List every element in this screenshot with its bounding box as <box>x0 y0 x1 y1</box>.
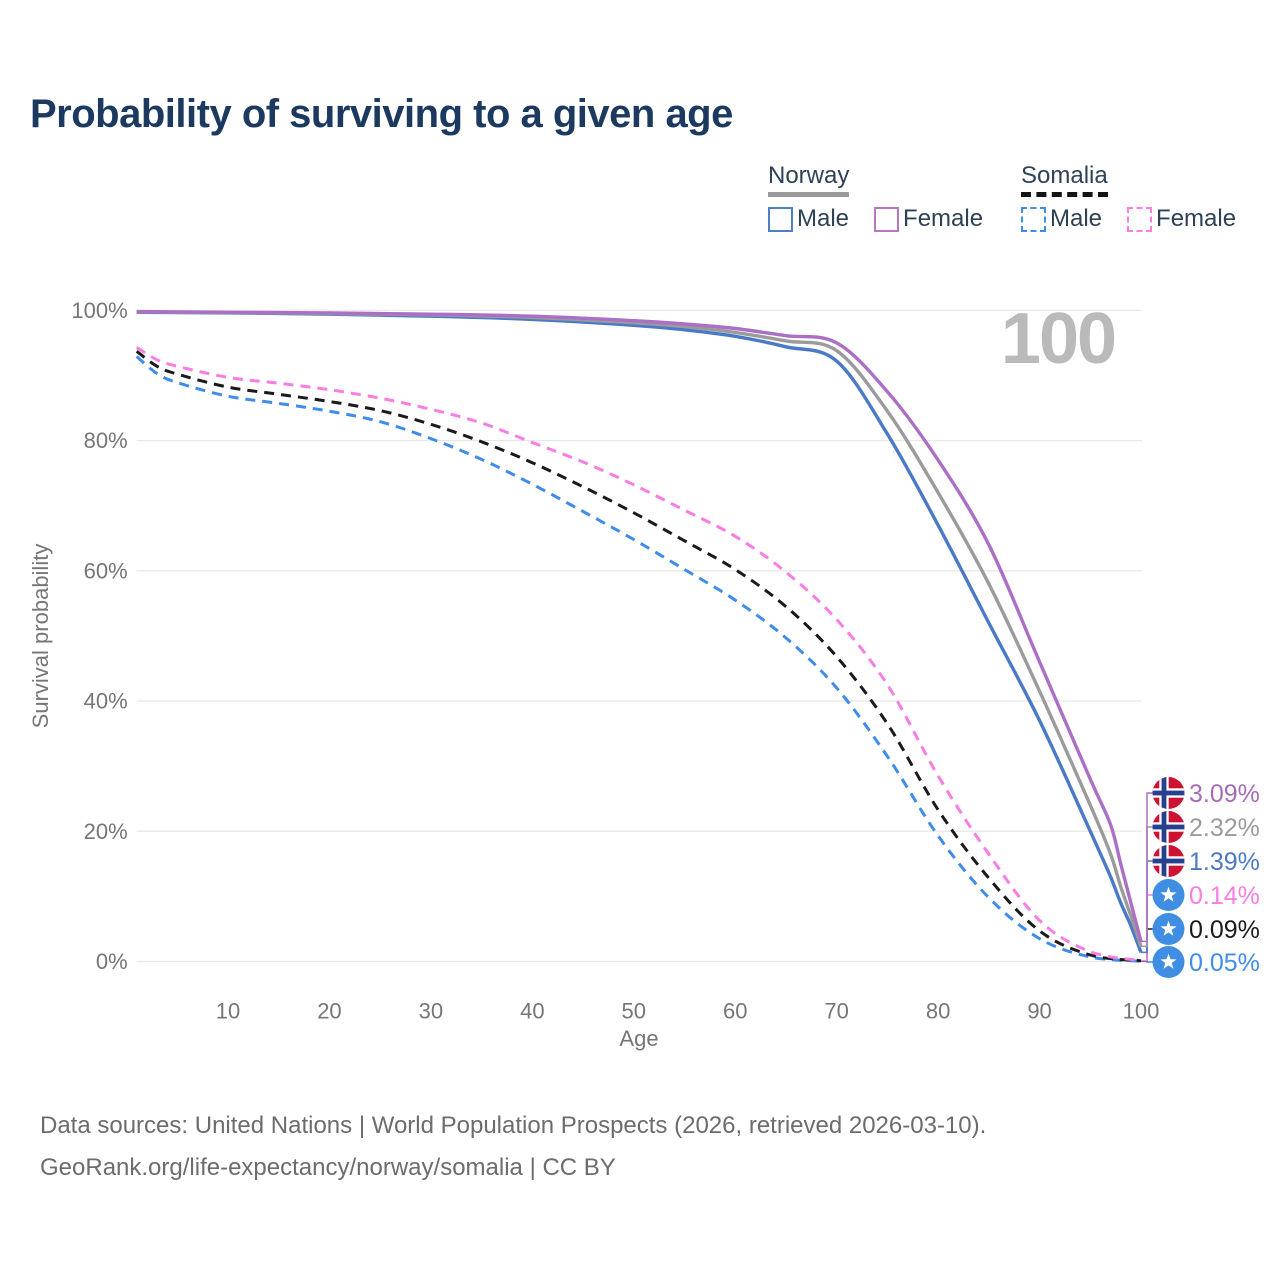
end-value-label-somalia-all: 0.09% <box>1189 916 1260 944</box>
legend-items-norway: Male Female <box>768 205 1008 233</box>
x-tick-label: 80 <box>926 999 950 1024</box>
legend-items-somalia: Male Female <box>1021 205 1261 233</box>
end-value-label-somalia-female: 0.14% <box>1189 882 1260 910</box>
curve-norway-female <box>136 309 1143 942</box>
y-tick-label: 40% <box>84 689 128 714</box>
flag-norway-icon <box>1153 811 1185 843</box>
somalia-female-swatch-icon <box>1127 206 1153 232</box>
legend-item-label: Female <box>903 205 984 232</box>
x-tick-label: 10 <box>216 999 240 1024</box>
legend-item-label: Male <box>797 205 850 232</box>
end-value-label-somalia-male: 0.05% <box>1189 949 1260 977</box>
end-value-label-norway-male: 1.39% <box>1189 848 1260 876</box>
legend-item-norway-male[interactable]: Male <box>768 205 849 233</box>
legend-group-norway: Norway Male Female <box>768 162 1008 233</box>
norway-male-swatch-icon <box>768 206 793 232</box>
legend-item-label: Male <box>1050 205 1103 232</box>
legend-item-somalia-female[interactable]: Female <box>1127 205 1236 233</box>
end-value-label-norway-all: 2.32% <box>1189 814 1260 842</box>
x-axis-title: Age <box>619 1026 658 1051</box>
legend-group-somalia: Somalia Male Female <box>1021 162 1261 233</box>
page-title: Probability of surviving to a given age <box>30 92 733 136</box>
x-tick-label: 60 <box>723 999 747 1024</box>
somalia-male-swatch-icon <box>1021 206 1046 232</box>
legend-country-somalia: Somalia <box>1021 162 1108 197</box>
legend-item-norway-female[interactable]: Female <box>874 205 983 233</box>
end-labels: 0.05% 0.09% 0.14% 1.39% 2.32% 3.09% <box>1141 777 1260 978</box>
curves <box>135 309 1143 963</box>
legend-country-norway: Norway <box>768 162 850 197</box>
x-tick-label: 50 <box>622 999 646 1024</box>
end-label-connector-norway-female <box>1141 792 1153 943</box>
curve-norway-male <box>136 310 1143 954</box>
footer-url-line: GeoRank.org/life-expectancy/norway/somal… <box>40 1154 616 1181</box>
y-tick-label: 20% <box>84 819 128 844</box>
footer-source-line: Data sources: United Nations | World Pop… <box>40 1112 987 1139</box>
norway-female-swatch-icon <box>874 206 900 232</box>
flag-norway-icon <box>1153 777 1185 809</box>
x-tick-label: 70 <box>824 999 848 1024</box>
hover-age-watermark: 100 <box>1001 299 1115 379</box>
end-value-label-norway-female: 3.09% <box>1189 780 1260 808</box>
curve-somalia-all <box>135 350 1142 963</box>
legend-item-somalia-male[interactable]: Male <box>1021 205 1102 233</box>
x-tick-label: 100 <box>1123 999 1160 1024</box>
x-tick-label: 40 <box>520 999 544 1024</box>
curve-somalia-male <box>135 355 1142 963</box>
flag-somalia-icon <box>1152 913 1185 945</box>
y-tick-label: 100% <box>71 298 127 323</box>
footer: Data sources: United Nations | World Pop… <box>40 1105 986 1189</box>
flag-somalia-icon <box>1152 946 1185 978</box>
x-tick-label: 30 <box>419 999 443 1024</box>
legend-item-label: Female <box>1156 205 1237 232</box>
y-axis-title: Survival probability <box>28 544 53 729</box>
curve-somalia-female <box>135 346 1142 963</box>
y-tick-label: 60% <box>84 558 128 583</box>
flag-somalia-icon <box>1152 879 1185 911</box>
flag-norway-icon <box>1153 845 1185 877</box>
y-tick-label: 80% <box>84 428 128 453</box>
x-tick-label: 90 <box>1027 999 1051 1024</box>
gridlines: 0% 20% 40% 60% 80% 100% 10 20 30 40 50 60 70 80 90 100 <box>71 298 1159 1024</box>
x-tick-label: 20 <box>317 999 341 1024</box>
y-tick-label: 0% <box>96 949 128 974</box>
